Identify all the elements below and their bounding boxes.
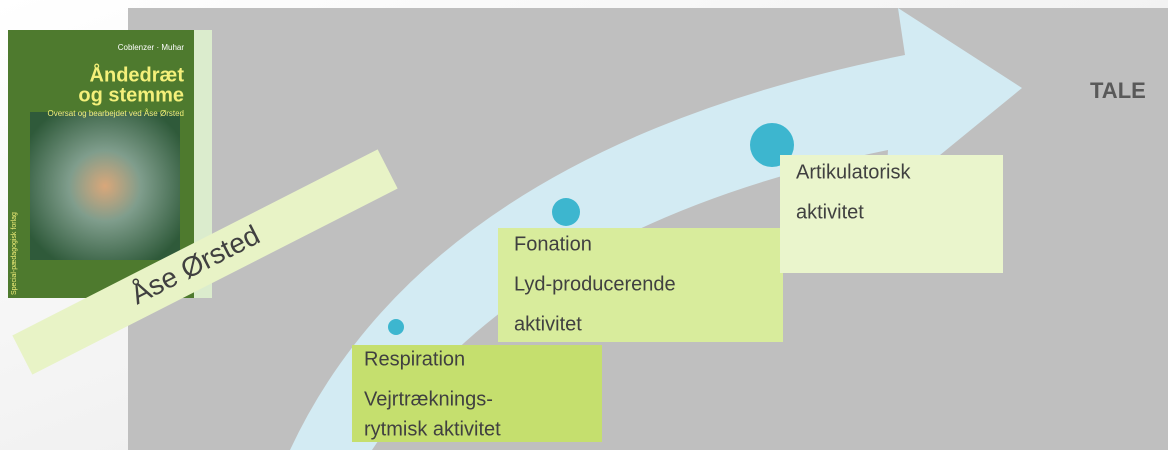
- step-text: Vejrtræknings-: [364, 388, 493, 410]
- step-text: aktivitet: [796, 201, 864, 223]
- step-box: [498, 228, 783, 342]
- step-text: aktivitet: [514, 313, 582, 335]
- book-title: og stemme: [78, 84, 184, 106]
- banner-strip: [12, 149, 398, 375]
- book-subtitle: Oversat og bearbejdet ved Åse Ørsted: [47, 109, 184, 118]
- step-dot: [552, 198, 580, 226]
- step-text: Respiration: [364, 348, 465, 370]
- book-cover: Coblenzer · Muhar Åndedræt og stemme Ove…: [8, 30, 212, 298]
- goal-label: TALE: [1090, 78, 1146, 103]
- cover-photo: [30, 112, 180, 260]
- step-text: Fonation: [514, 233, 592, 255]
- book-title: Åndedræt: [90, 62, 185, 86]
- step-text: Artikulatorisk: [796, 161, 911, 183]
- book-publisher: Special-pædagogisk forlag: [11, 212, 18, 295]
- arrow: [290, 8, 1022, 450]
- step-text: rytmisk aktivitet: [364, 418, 501, 440]
- step-box: [780, 155, 1003, 273]
- book-authors: Coblenzer · Muhar: [118, 43, 185, 52]
- step-text: Lyd-producerende: [514, 273, 676, 295]
- step-dot: [388, 319, 404, 335]
- step-box: [352, 345, 602, 442]
